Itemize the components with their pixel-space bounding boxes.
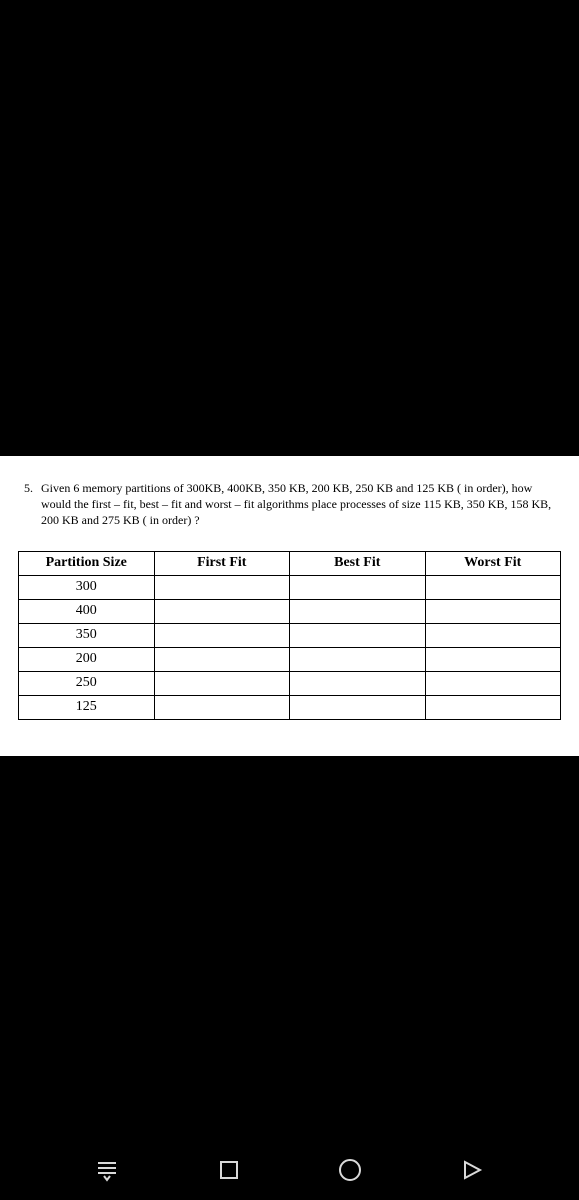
table-cell <box>154 575 290 599</box>
question-block: 5. Given 6 memory partitions of 300KB, 4… <box>18 480 561 529</box>
table-header-row: Partition Size First Fit Best Fit Worst … <box>19 551 561 575</box>
table-cell: 250 <box>19 671 155 695</box>
table-cell <box>154 671 290 695</box>
table-cell <box>425 575 561 599</box>
table-row: 250 <box>19 671 561 695</box>
table-cell <box>425 671 561 695</box>
home-icon[interactable] <box>336 1156 364 1184</box>
table-cell <box>425 647 561 671</box>
document-page: 5. Given 6 memory partitions of 300KB, 4… <box>0 456 579 756</box>
memory-table: Partition Size First Fit Best Fit Worst … <box>18 551 561 720</box>
table-row: 400 <box>19 599 561 623</box>
recent-apps-icon[interactable] <box>215 1156 243 1184</box>
question-number: 5. <box>24 480 33 496</box>
system-nav-bar <box>0 1140 579 1200</box>
table-header: First Fit <box>154 551 290 575</box>
table-cell <box>290 671 426 695</box>
table-cell: 400 <box>19 599 155 623</box>
table-header: Partition Size <box>19 551 155 575</box>
table-cell: 300 <box>19 575 155 599</box>
table-cell <box>290 695 426 719</box>
table-header: Best Fit <box>290 551 426 575</box>
table-row: 200 <box>19 647 561 671</box>
table-row: 300 <box>19 575 561 599</box>
question-text: Given 6 memory partitions of 300KB, 400K… <box>41 480 555 529</box>
table-cell <box>154 695 290 719</box>
table-cell <box>290 647 426 671</box>
table-cell <box>154 647 290 671</box>
table-header: Worst Fit <box>425 551 561 575</box>
table-cell: 125 <box>19 695 155 719</box>
table-cell <box>425 623 561 647</box>
table-cell <box>154 599 290 623</box>
table-cell <box>425 599 561 623</box>
table-row: 350 <box>19 623 561 647</box>
table-cell <box>154 623 290 647</box>
table-cell <box>290 575 426 599</box>
table-cell <box>425 695 561 719</box>
drawer-icon[interactable] <box>93 1156 121 1184</box>
table-cell <box>290 623 426 647</box>
table-cell <box>290 599 426 623</box>
table-cell: 350 <box>19 623 155 647</box>
table-cell: 200 <box>19 647 155 671</box>
table-row: 125 <box>19 695 561 719</box>
back-icon[interactable] <box>458 1156 486 1184</box>
